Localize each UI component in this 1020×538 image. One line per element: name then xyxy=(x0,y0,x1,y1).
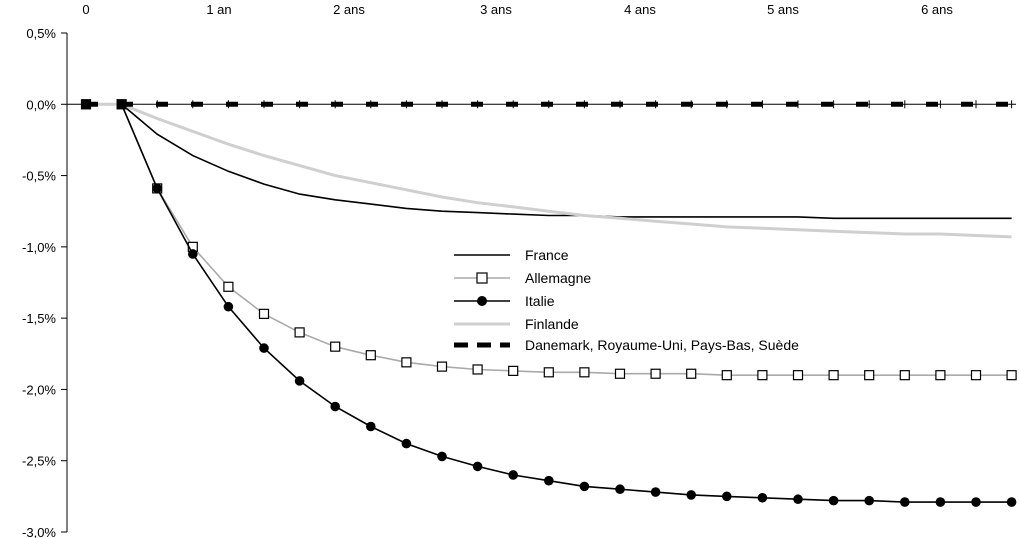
y-tick-label: 0,5% xyxy=(26,26,56,41)
data-point xyxy=(188,249,198,259)
data-point xyxy=(330,341,341,352)
series-3 xyxy=(86,102,1012,239)
legend-label: Finlande xyxy=(525,316,579,332)
data-point xyxy=(722,491,732,502)
data-point xyxy=(793,494,803,505)
data-point xyxy=(544,475,554,486)
data-point xyxy=(579,367,590,378)
legend-label: Allemagne xyxy=(525,270,591,286)
data-point xyxy=(650,487,661,497)
data-point xyxy=(152,183,162,194)
legend: France Allemagne Italie Finlande Danemark, R… xyxy=(454,247,799,353)
data-point xyxy=(650,368,661,379)
data-point xyxy=(792,370,804,381)
data-point xyxy=(615,484,625,495)
y-tick-label: -1,5% xyxy=(22,311,56,326)
data-point xyxy=(366,421,376,432)
data-point xyxy=(294,376,305,386)
data-point xyxy=(935,497,946,507)
series-line xyxy=(86,103,1012,220)
data-point xyxy=(223,301,234,312)
data-point xyxy=(864,370,875,381)
data-point xyxy=(686,490,696,500)
data-point xyxy=(436,361,448,372)
data-point xyxy=(971,497,981,507)
legend-item: Danemark, Royaume-Uni, Pays-Bas, Suède xyxy=(454,337,799,353)
data-point xyxy=(259,343,269,353)
data-point xyxy=(365,350,376,361)
data-point xyxy=(437,451,447,462)
series-line xyxy=(86,102,1012,239)
data-point xyxy=(508,365,519,376)
legend-item: Italie xyxy=(454,293,555,309)
data-point xyxy=(472,461,483,472)
series-0 xyxy=(86,103,1012,220)
x-axis: 0 1 an 2 ans 3 ans 4 ans 5 ans 6 ans xyxy=(67,2,1016,109)
data-point xyxy=(579,481,590,492)
x-tick-label: 4 ans xyxy=(624,2,656,17)
x-tick-label: 6 ans xyxy=(921,2,953,17)
data-point xyxy=(900,497,910,507)
data-point xyxy=(721,370,732,381)
series-line xyxy=(86,103,1012,377)
legend-item: France xyxy=(454,247,569,263)
data-point xyxy=(81,99,91,110)
y-tick-label: -3,0% xyxy=(22,525,56,538)
data-point xyxy=(223,281,234,292)
data-point xyxy=(116,99,127,110)
data-point xyxy=(899,370,910,381)
data-point xyxy=(1006,370,1017,381)
x-tick-label: 1 an xyxy=(206,2,231,17)
data-point xyxy=(757,370,768,381)
data-point xyxy=(401,438,412,449)
legend-item: Allemagne xyxy=(454,270,591,286)
legend-label: France xyxy=(525,247,569,263)
legend-marker xyxy=(477,296,487,306)
y-tick-label: -1,0% xyxy=(22,240,56,255)
data-point xyxy=(330,401,341,412)
data-point xyxy=(294,327,305,338)
legend-label: Italie xyxy=(525,293,555,309)
y-axis: 0,5% 0,0% -0,5% -1,0% -1,5% -2,0% -2,5% -3,0% xyxy=(22,26,68,538)
x-tick-label: 3 ans xyxy=(480,2,512,17)
legend-label: Danemark, Royaume-Uni, Pays-Bas, Suède xyxy=(525,337,799,353)
data-point xyxy=(508,470,518,480)
series-2 xyxy=(81,99,1017,507)
y-tick-label: -0,5% xyxy=(22,169,56,184)
x-tick-label: 0 xyxy=(82,2,89,17)
data-point xyxy=(828,495,839,506)
data-point xyxy=(258,308,270,319)
data-point xyxy=(828,370,839,381)
y-tick-label: -2,0% xyxy=(22,382,56,397)
y-tick-label: 0,0% xyxy=(26,97,56,112)
series-layer xyxy=(80,99,1017,507)
data-point xyxy=(864,495,874,506)
x-tick-label: 2 ans xyxy=(333,2,365,17)
x-tick-label: 5 ans xyxy=(767,2,799,17)
legend-marker xyxy=(476,272,488,284)
data-point xyxy=(686,368,697,379)
data-point xyxy=(935,370,946,381)
data-point xyxy=(970,370,982,381)
data-point xyxy=(614,368,626,379)
y-tick-label: -2,5% xyxy=(22,454,56,469)
data-point xyxy=(401,357,412,368)
data-point xyxy=(757,492,768,503)
data-point xyxy=(472,364,483,375)
legend-item: Finlande xyxy=(454,316,579,332)
data-point xyxy=(543,367,554,378)
data-point xyxy=(1006,497,1017,507)
